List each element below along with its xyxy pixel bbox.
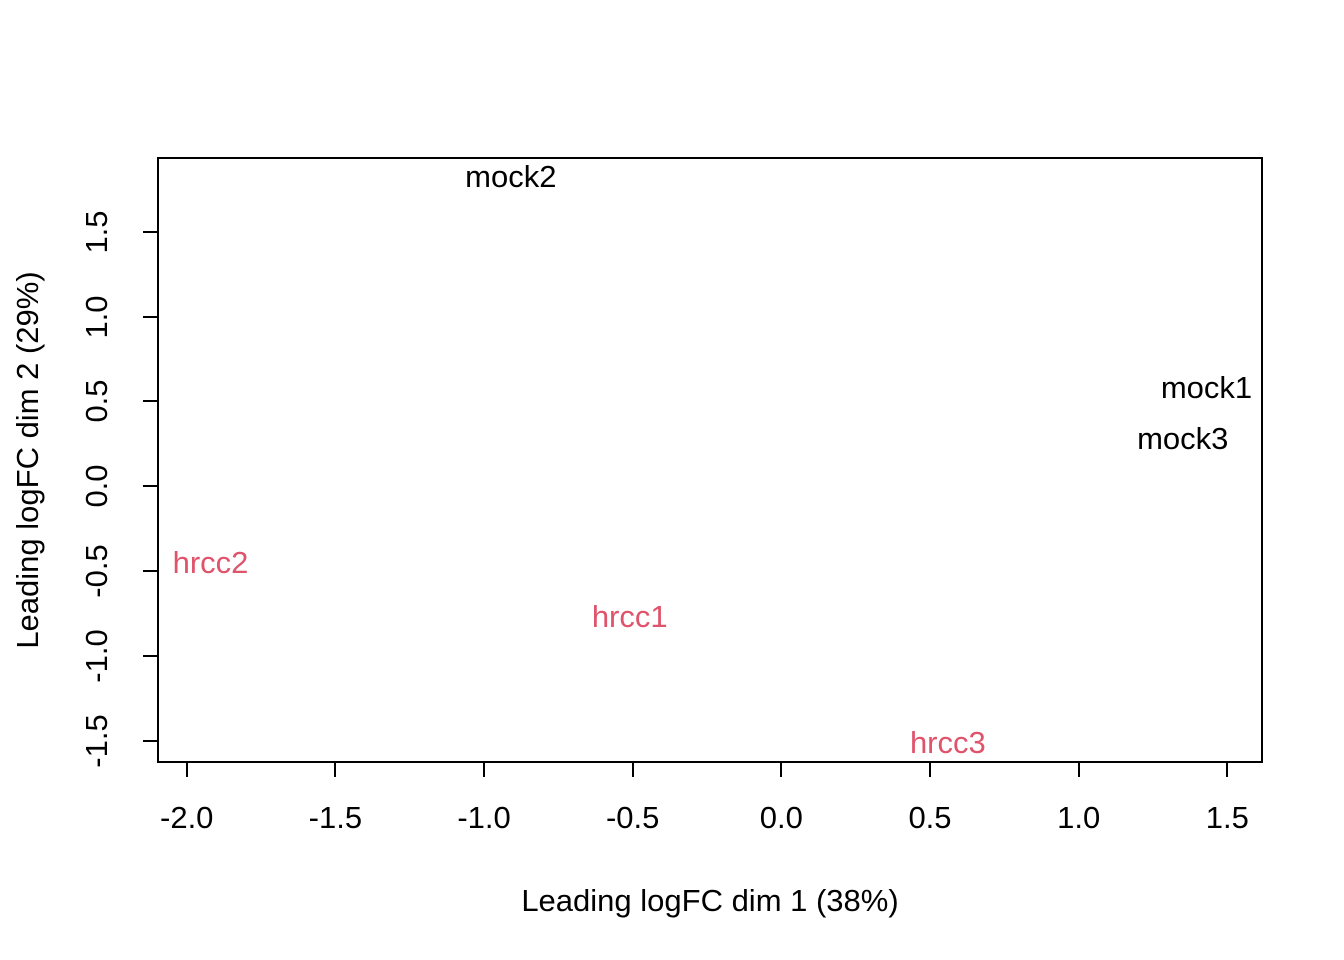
y-tick-mark — [143, 400, 157, 403]
sample-label-mock1: mock1 — [1160, 369, 1253, 405]
sample-label-hrcc2: hrcc2 — [172, 544, 249, 580]
x-tick-label: 0.5 — [908, 800, 952, 835]
sample-label-hrcc1: hrcc1 — [591, 599, 668, 635]
x-tick-mark — [1077, 763, 1080, 777]
x-tick-mark — [185, 763, 188, 777]
x-tick-label: 0.0 — [759, 800, 803, 835]
x-tick-mark — [631, 763, 634, 777]
sample-label-mock3: mock3 — [1137, 420, 1229, 456]
y-tick-label: 1.0 — [79, 295, 114, 339]
y-tick-mark — [143, 230, 157, 233]
y-tick-label: 0.5 — [79, 379, 114, 423]
x-tick-label: 1.5 — [1205, 800, 1249, 835]
x-tick-mark — [483, 763, 486, 777]
x-tick-mark — [780, 763, 783, 777]
y-tick-label: 0.0 — [79, 464, 114, 508]
y-tick-mark — [143, 315, 157, 318]
x-tick-label: -2.0 — [160, 800, 214, 835]
x-tick-label: -1.5 — [308, 800, 363, 835]
x-tick-label: -1.0 — [457, 800, 511, 835]
y-axis-title: Leading logFC dim 2 (29%) — [10, 271, 45, 649]
y-tick-mark — [143, 570, 157, 573]
y-tick-mark — [143, 655, 157, 658]
x-tick-label: -0.5 — [605, 800, 660, 835]
x-axis-title: Leading logFC dim 1 (38%) — [521, 883, 899, 918]
sample-label-mock2: mock2 — [465, 159, 557, 195]
y-tick-label: 1.5 — [79, 210, 114, 254]
y-tick-mark — [143, 485, 157, 488]
x-tick-mark — [334, 763, 337, 777]
y-tick-mark — [143, 739, 157, 742]
plot-area — [157, 157, 1263, 763]
y-tick-label: -1.0 — [79, 629, 114, 683]
x-tick-mark — [1226, 763, 1229, 777]
sample-label-hrcc3: hrcc3 — [909, 724, 986, 760]
y-tick-label: -1.5 — [79, 714, 114, 768]
x-tick-mark — [929, 763, 931, 777]
y-tick-label: -0.5 — [79, 544, 114, 598]
x-tick-label: 1.0 — [1057, 800, 1101, 835]
